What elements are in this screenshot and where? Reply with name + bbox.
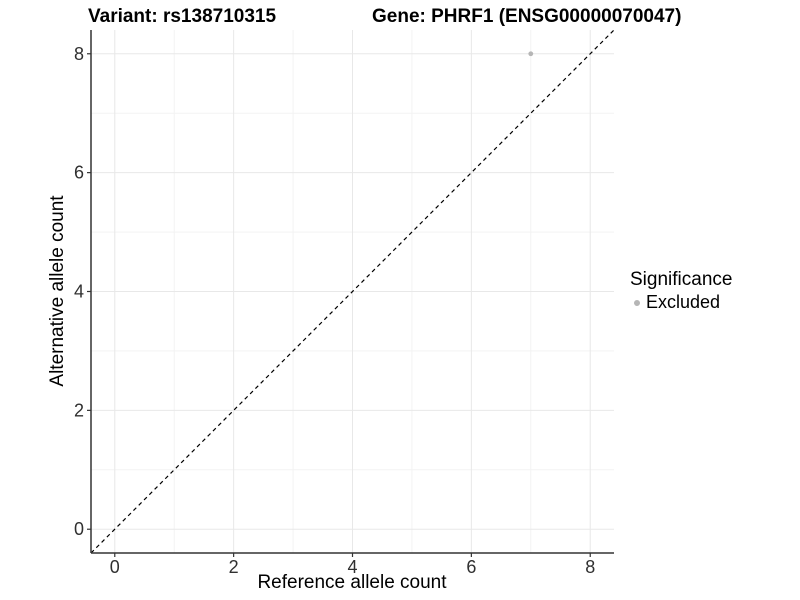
legend-item-label: Excluded xyxy=(646,292,721,312)
legend-title: Significance xyxy=(630,269,733,290)
plot-title-gene: Gene: PHRF1 (ENSG00000070047) xyxy=(372,6,682,27)
legend: Significance Excluded xyxy=(630,269,732,313)
y-tick-label: 0 xyxy=(74,519,84,539)
y-axis-title: Alternative allele count xyxy=(47,195,68,387)
x-tick-label: 8 xyxy=(585,557,595,577)
x-tick-label: 6 xyxy=(466,557,476,577)
x-tick-label: 0 xyxy=(110,557,120,577)
legend-item-excluded: Excluded xyxy=(630,292,732,313)
x-tick-label: 4 xyxy=(347,557,357,577)
identity-reference-line xyxy=(90,29,615,554)
y-tick-label: 6 xyxy=(74,163,84,183)
data-point xyxy=(528,51,534,57)
y-tick-label: 2 xyxy=(74,400,84,420)
y-tick-label: 4 xyxy=(74,282,84,302)
legend-point-icon xyxy=(634,299,640,306)
y-tick-label: 8 xyxy=(74,44,84,64)
plot-title-variant: Variant: rs138710315 xyxy=(88,6,277,27)
x-tick-label: 2 xyxy=(229,557,239,577)
x-axis-title: Reference allele count xyxy=(257,572,447,593)
